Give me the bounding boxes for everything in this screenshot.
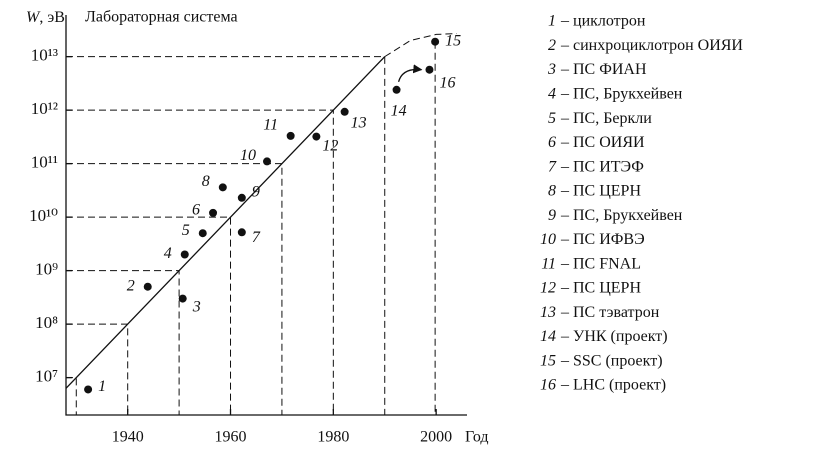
- point-label: 7: [252, 229, 261, 246]
- legend-label: – синхроциклотрон ОИЯИ: [560, 37, 743, 54]
- legend-number: 11: [541, 255, 556, 272]
- point-label: 6: [192, 202, 200, 219]
- legend-label: – ПС FNAL: [560, 255, 641, 272]
- legend-label: – ПС ОИЯИ: [560, 134, 645, 151]
- legend-number: 6: [548, 134, 556, 151]
- legend-number: 1: [548, 13, 556, 30]
- legend-label: – ПС тэватрон: [560, 304, 660, 321]
- legend-number: 8: [548, 183, 556, 200]
- legend-label: – ПС ФИАН: [560, 61, 647, 78]
- trend-line: [65, 56, 386, 389]
- legend-label: – УНК (проект): [560, 328, 668, 345]
- guide-line: [66, 216, 232, 415]
- point-label: 10: [240, 147, 256, 164]
- point: [340, 107, 349, 116]
- y-label-symbol: W: [26, 9, 41, 26]
- point-label: 8: [202, 173, 210, 190]
- x-tick-label: 1940: [112, 429, 144, 446]
- legend-number: 5: [548, 110, 556, 127]
- guide-line: [66, 323, 129, 415]
- y-label-unit: , эВ: [39, 9, 65, 26]
- y-tick-label: 10⁹: [35, 260, 58, 279]
- point-label: 4: [164, 245, 172, 262]
- point-label: 13: [351, 114, 367, 131]
- legend-number: 3: [547, 61, 556, 78]
- point: [237, 228, 246, 237]
- legend-label: – ПС ЦЕРН: [560, 183, 641, 200]
- legend-number: 15: [540, 352, 556, 369]
- point-label: 9: [252, 183, 260, 200]
- point: [178, 294, 187, 303]
- legend-number: 16: [540, 377, 556, 394]
- legend-number: 2: [548, 37, 556, 54]
- x-tick-label: 2000: [420, 429, 452, 446]
- point-label: 12: [322, 137, 338, 154]
- legend-label: – LHC (проект): [560, 377, 666, 394]
- y-tick-label: 10¹¹: [31, 153, 58, 172]
- legend-number: 14: [540, 328, 556, 345]
- y-tick-label: 10⁷: [35, 367, 58, 386]
- y-tick-label: 10¹²: [31, 99, 58, 118]
- legend-label: – SSC (проект): [560, 352, 663, 369]
- point: [425, 65, 434, 74]
- chart-title: Лабораторная система: [85, 9, 238, 26]
- point: [209, 208, 218, 217]
- legend-label: – ПС ЦЕРН: [560, 280, 641, 297]
- point-label: 15: [445, 32, 461, 49]
- legend-label: – ПС, Брукхейвен: [560, 207, 683, 224]
- point: [312, 132, 321, 141]
- point-label: 3: [192, 298, 201, 315]
- point: [84, 385, 93, 394]
- point-label: 1: [98, 378, 106, 395]
- y-axis-label: W, эВ: [26, 9, 65, 26]
- legend-number: 10: [540, 231, 556, 248]
- guide-line: [66, 377, 77, 415]
- y-tick-label: 10⁸: [35, 313, 58, 332]
- guide-line: [66, 270, 180, 415]
- legend-number: 7: [548, 158, 557, 175]
- point: [286, 131, 295, 140]
- legend-label: – ПС ИФВЭ: [560, 231, 645, 248]
- arrow: [397, 64, 423, 82]
- x-axis-label: Год: [465, 429, 489, 446]
- point: [218, 183, 227, 192]
- point-label: 14: [391, 102, 407, 119]
- point: [180, 250, 189, 259]
- point: [431, 37, 440, 46]
- point-label: 2: [127, 277, 135, 294]
- legend-number: 12: [540, 280, 556, 297]
- point-label: 5: [182, 222, 190, 239]
- point: [143, 282, 152, 291]
- legend-number: 9: [548, 207, 556, 224]
- y-tick-label: 10¹⁰: [29, 206, 58, 225]
- legend-label: – ПС, Беркли: [560, 110, 652, 127]
- guide-line: [66, 109, 334, 415]
- point: [198, 229, 207, 238]
- x-tick-label: 1980: [317, 429, 349, 446]
- point-label: 16: [439, 74, 455, 91]
- x-tick-label: 1960: [215, 429, 247, 446]
- legend-label: – циклотрон: [560, 13, 646, 30]
- legend-label: – ПС ИТЭФ: [560, 158, 644, 175]
- axes: [65, 15, 467, 416]
- legend-label: – ПС, Брукхейвен: [560, 85, 683, 102]
- point-label: 11: [263, 117, 278, 134]
- legend-number: 4: [548, 85, 556, 102]
- legend-number: 13: [540, 304, 556, 321]
- point: [392, 85, 401, 94]
- trend-extension: [384, 33, 457, 58]
- point: [263, 157, 272, 166]
- point: [237, 193, 246, 202]
- y-tick-label: 10¹³: [31, 46, 58, 65]
